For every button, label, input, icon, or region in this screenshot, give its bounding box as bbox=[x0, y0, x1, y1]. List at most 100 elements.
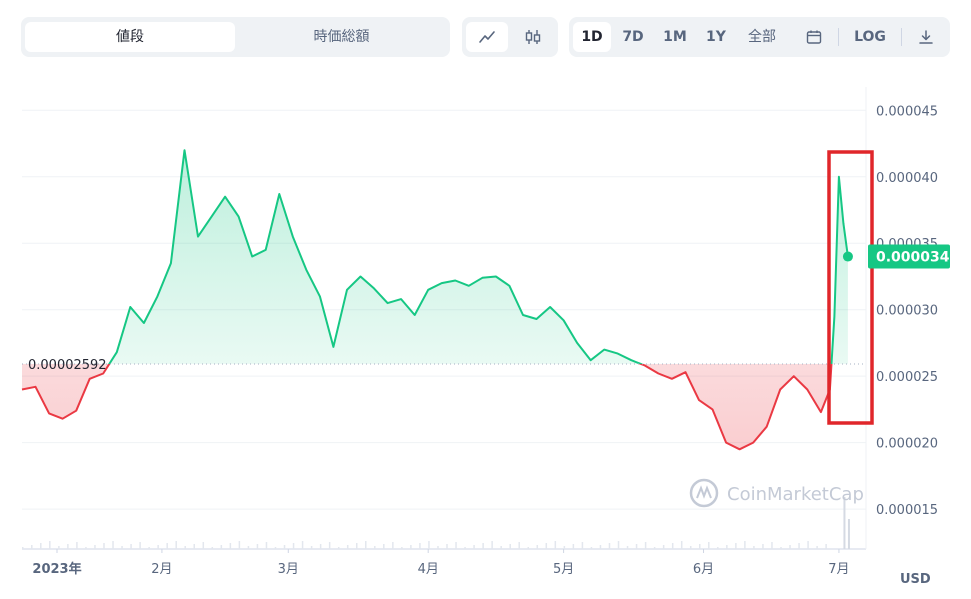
calendar-icon bbox=[806, 30, 822, 44]
range-all-button[interactable]: 全部 bbox=[748, 29, 776, 45]
baseline-label: 0.00002592 bbox=[28, 358, 107, 373]
volume-bar bbox=[446, 544, 448, 549]
volume-bar bbox=[563, 546, 566, 549]
volume-bar bbox=[31, 545, 33, 549]
highlight-box bbox=[827, 150, 874, 425]
volume-bar bbox=[473, 545, 475, 549]
volume-bar bbox=[699, 544, 701, 549]
volume-bar bbox=[482, 543, 484, 549]
volume-bar bbox=[455, 542, 457, 549]
y-tick-label: 0.000030 bbox=[876, 304, 938, 319]
y-tick-label: 0.000040 bbox=[876, 171, 938, 186]
volume-bar bbox=[437, 546, 439, 549]
y-tick-label: 0.000020 bbox=[876, 437, 938, 452]
y-tick-label: 0.000045 bbox=[876, 104, 938, 119]
volume-bar bbox=[292, 543, 295, 549]
volume-bar bbox=[527, 547, 529, 549]
volume-bar bbox=[509, 544, 511, 549]
volume-bar bbox=[157, 545, 159, 549]
view-tab-group: 値段 時価総額 bbox=[21, 17, 450, 57]
y-tick-label: 0.000025 bbox=[876, 370, 938, 385]
volume-bar bbox=[708, 542, 710, 549]
volume-bar bbox=[283, 545, 286, 549]
current-price-dot bbox=[842, 251, 853, 262]
line-chart-button[interactable] bbox=[466, 22, 508, 52]
volume-bar bbox=[847, 519, 850, 549]
volume-bar bbox=[617, 541, 620, 549]
volume-bar bbox=[319, 544, 322, 549]
volume-bar bbox=[653, 547, 656, 549]
price-line-down bbox=[21, 363, 833, 451]
line-chart-icon bbox=[479, 31, 495, 43]
log-scale-button[interactable]: LOG bbox=[854, 29, 886, 45]
volume-bar bbox=[310, 546, 313, 549]
volume-bar bbox=[112, 541, 114, 549]
toolbar-divider bbox=[901, 28, 902, 46]
volume-bar bbox=[825, 544, 827, 549]
volume-bar bbox=[346, 545, 349, 549]
volume-bar bbox=[58, 546, 60, 549]
volume-bar bbox=[94, 545, 96, 549]
volume-bar bbox=[148, 547, 150, 549]
volume-bar bbox=[256, 544, 259, 549]
range-1m-button[interactable]: 1M bbox=[663, 29, 687, 45]
volume-bar bbox=[22, 547, 24, 549]
volume-bar bbox=[365, 541, 367, 549]
volume-bar bbox=[599, 545, 602, 549]
volume-bar bbox=[274, 547, 277, 549]
volume-bar bbox=[220, 545, 223, 549]
volume-bar bbox=[780, 547, 782, 549]
volume-bar bbox=[662, 545, 665, 549]
download-button[interactable] bbox=[909, 22, 943, 52]
volume-bar bbox=[590, 547, 593, 549]
volume-bar bbox=[67, 544, 69, 549]
volume-bar bbox=[85, 547, 87, 549]
y-tick-label: 0.000015 bbox=[876, 503, 938, 518]
volume-bar bbox=[491, 541, 493, 549]
range-1d-button[interactable]: 1D bbox=[573, 22, 611, 52]
volume-bar bbox=[771, 542, 773, 549]
coinmarketcap-watermark: CoinMarketCap bbox=[727, 484, 864, 505]
volume-bar bbox=[247, 546, 250, 549]
volume-bar bbox=[536, 545, 539, 549]
x-tick-label: 3月 bbox=[278, 562, 299, 577]
volume-bar bbox=[184, 546, 186, 549]
volume-bar bbox=[374, 546, 376, 549]
tab-market-cap[interactable]: 時価総額 bbox=[313, 29, 370, 45]
tab-price[interactable]: 値段 bbox=[25, 22, 235, 52]
candlestick-icon bbox=[525, 30, 541, 44]
volume-bar bbox=[238, 541, 241, 549]
volume-bar bbox=[166, 543, 168, 549]
range-7d-button[interactable]: 7D bbox=[622, 29, 644, 45]
volume-bar bbox=[193, 544, 196, 549]
volume-bar bbox=[392, 542, 394, 549]
volume-bar bbox=[608, 543, 611, 549]
range-1y-button[interactable]: 1Y bbox=[706, 29, 726, 45]
x-tick-label: 5月 bbox=[553, 562, 574, 577]
volume-bar bbox=[816, 546, 818, 549]
volume-bars bbox=[22, 497, 850, 549]
volume-bar bbox=[202, 542, 205, 549]
volume-bar bbox=[401, 547, 403, 549]
toolbar-divider bbox=[838, 28, 839, 46]
volume-bar bbox=[726, 545, 728, 549]
volume-bar bbox=[671, 543, 674, 549]
calendar-button[interactable] bbox=[799, 22, 829, 52]
volume-bar bbox=[121, 546, 123, 549]
volume-bar bbox=[644, 542, 647, 549]
current-price-label: 0.000034 bbox=[876, 250, 950, 266]
candlestick-button[interactable] bbox=[512, 22, 554, 52]
volume-bar bbox=[139, 542, 141, 549]
volume-bar bbox=[554, 541, 557, 549]
volume-bar bbox=[301, 541, 304, 549]
volume-bar bbox=[798, 543, 800, 549]
x-axis: 2023年 2月 3月 4月 5月 6月 7月 bbox=[32, 549, 850, 577]
volume-bar bbox=[49, 541, 51, 549]
volume-bar bbox=[265, 542, 268, 549]
volume-bar bbox=[410, 545, 412, 549]
price-line-up bbox=[108, 149, 849, 364]
volume-bar bbox=[76, 542, 78, 549]
volume-bar bbox=[689, 546, 692, 549]
volume-bar bbox=[355, 543, 358, 549]
